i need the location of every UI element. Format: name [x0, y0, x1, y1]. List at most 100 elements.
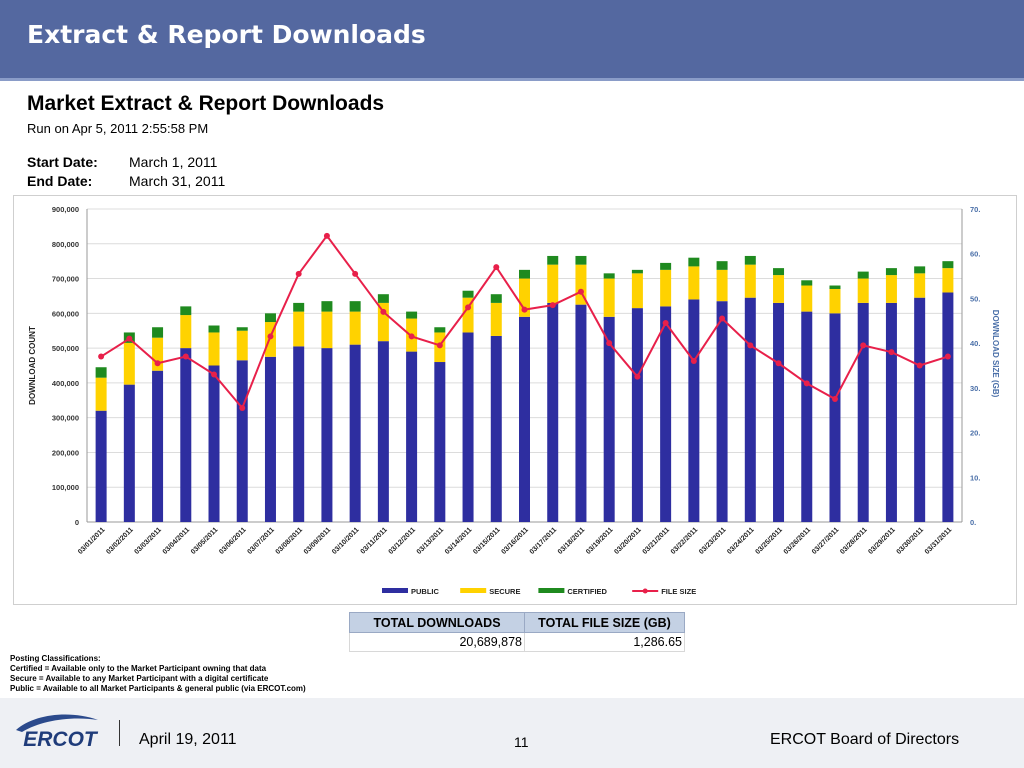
bar-public [716, 301, 728, 522]
bar-public [349, 344, 361, 522]
header-bar [0, 0, 1024, 78]
bar-certified [434, 327, 446, 333]
bar-secure [885, 275, 897, 303]
y-tick-label: 800,000 [52, 240, 79, 249]
header-divider [0, 78, 1024, 81]
legend-label: CERTIFIED [567, 587, 607, 596]
legend-label: FILE SIZE [661, 587, 696, 596]
bar-public [885, 302, 897, 522]
bar-public [434, 362, 446, 522]
file-size-point [98, 353, 105, 360]
bar-public [744, 297, 756, 522]
bar-certified [152, 327, 164, 338]
y-tick-label: 100,000 [52, 483, 79, 492]
bar-certified [688, 257, 700, 267]
bar-certified [490, 294, 502, 303]
bar-certified [660, 262, 672, 270]
bar-public [264, 356, 276, 522]
x-tick-label: 03/09/2011 [303, 526, 333, 556]
bar-public [152, 370, 164, 522]
x-tick-label: 03/13/2011 [416, 526, 446, 556]
x-tick-label: 03/21/2011 [642, 526, 672, 556]
legend-label: PUBLIC [411, 587, 440, 596]
bar-secure [321, 311, 333, 349]
bar-public [773, 302, 785, 522]
y2-tick-label: 50. [970, 294, 980, 303]
bar-public [688, 299, 700, 522]
bar-secure [716, 269, 728, 302]
x-tick-label: 03/29/2011 [867, 526, 897, 556]
bar-public [942, 292, 954, 522]
bar-secure [914, 273, 926, 298]
run-timestamp: Run on Apr 5, 2011 2:55:58 PM [27, 121, 209, 136]
bar-public [406, 351, 418, 522]
bar-secure [801, 285, 813, 312]
bar-secure [95, 377, 107, 411]
downloads-chart: 0 100,000 200,000 300,000 400,000 500,000 600,… [28, 205, 1000, 596]
file-size-point [436, 342, 443, 349]
bar-secure [942, 268, 954, 293]
y2-tick-label: 60. [970, 250, 980, 259]
bar-certified [180, 306, 192, 316]
file-size-point [860, 342, 867, 349]
bar-certified [462, 290, 474, 298]
y-tick-label: 500,000 [52, 344, 79, 353]
totals-value-row: 20,689,878 1,286.65 [349, 632, 685, 652]
bar-secure [293, 311, 305, 347]
total-size-value: 1,286.65 [524, 632, 685, 652]
footer-bar [0, 698, 1024, 768]
file-size-point [690, 358, 697, 365]
bar-certified [321, 301, 333, 312]
footer-divider [119, 720, 120, 746]
report-title: Market Extract & Report Downloads [27, 92, 385, 115]
y2-tick-label: 40. [970, 339, 980, 348]
x-tick-label: 03/19/2011 [585, 526, 615, 556]
file-size-point [295, 270, 302, 277]
bar-secure [462, 297, 474, 333]
x-tick-label: 03/23/2011 [698, 526, 728, 556]
bar-secure [575, 264, 587, 305]
bar-secure [547, 264, 559, 303]
y-tick-label: 200,000 [52, 448, 79, 457]
x-tick-label: 03/20/2011 [613, 526, 643, 556]
bar-certified [631, 269, 643, 274]
x-tick-label: 03/17/2011 [529, 526, 559, 556]
file-size-point [408, 333, 415, 340]
total-downloads-header: TOTAL DOWNLOADS [349, 612, 525, 633]
file-size-point [211, 371, 218, 378]
slide-title: Extract & Report Downloads [27, 20, 426, 49]
x-tick-label: 03/31/2011 [924, 526, 954, 556]
bar-public [603, 316, 615, 522]
file-size-point [239, 404, 246, 411]
bar-certified [208, 325, 220, 333]
posting-certified: Certified = Available only to the Market… [10, 664, 267, 673]
bar-secure [829, 288, 841, 314]
bar-secure [123, 342, 135, 385]
file-size-point [267, 333, 274, 340]
bar-secure [660, 269, 672, 307]
bar-certified [857, 271, 869, 279]
bar-public [490, 335, 502, 522]
bar-secure [236, 330, 248, 361]
x-tick-label: 03/03/2011 [134, 526, 164, 556]
ercot-logo: ERCOT [16, 714, 99, 751]
end-date-value: March 31, 2011 [129, 173, 226, 189]
bar-public [519, 316, 530, 522]
bar-secure [152, 337, 164, 371]
bar-secure [688, 266, 700, 300]
x-tick-label: 03/11/2011 [360, 526, 389, 555]
bar-certified [603, 273, 615, 279]
bar-certified [293, 302, 305, 312]
bar-public [208, 365, 220, 522]
file-size-point [493, 264, 500, 271]
end-date-label: End Date: [27, 173, 93, 189]
bar-public [631, 308, 643, 522]
file-size-point [775, 360, 782, 367]
bar-secure [490, 302, 502, 336]
total-downloads-value: 20,689,878 [349, 632, 525, 652]
bar-public [857, 302, 869, 522]
file-size-point [662, 320, 669, 327]
bar-public [914, 297, 926, 522]
bar-public [377, 341, 389, 522]
bar-secure [519, 278, 530, 317]
